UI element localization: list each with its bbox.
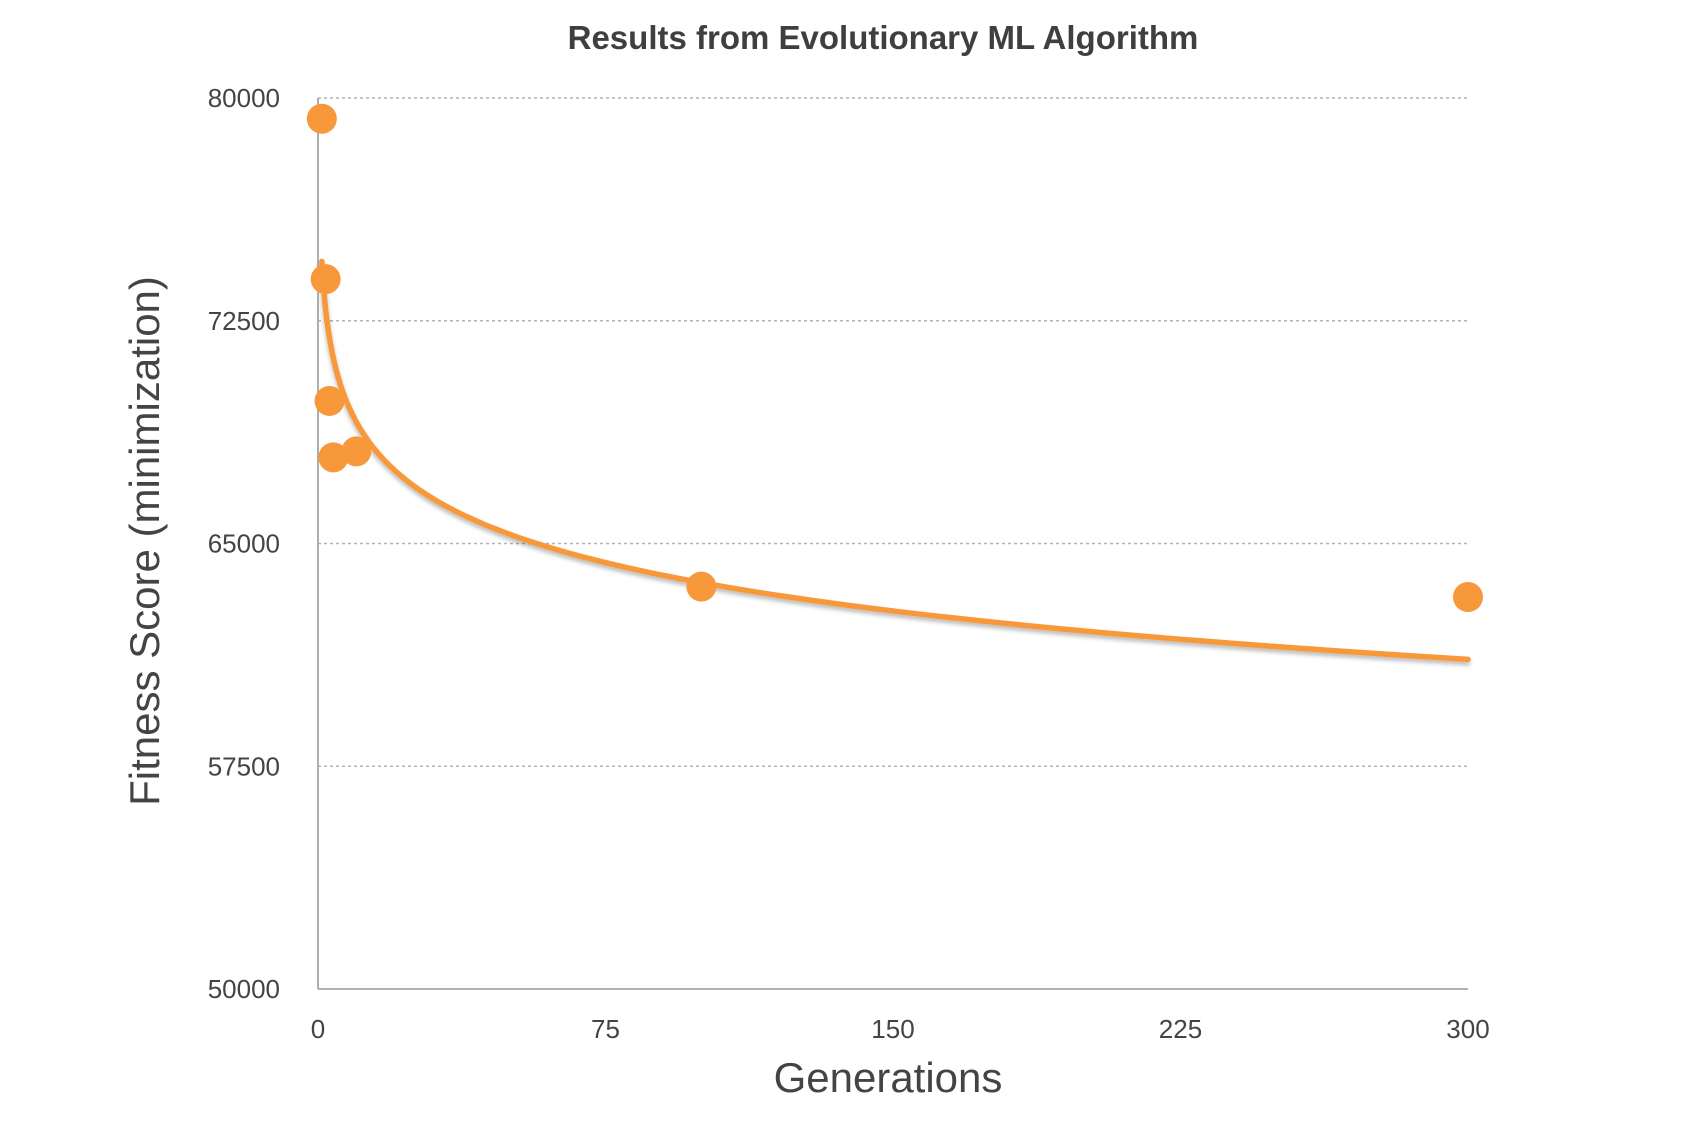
tick-labels: 80000 72500 65000 57500 50000 0 75 150 225 300 (208, 83, 1490, 1044)
x-tick-label: 150 (871, 1014, 914, 1044)
x-axis-title: Generations (774, 1054, 1003, 1101)
data-point (306, 103, 337, 134)
y-tick-label: 50000 (208, 974, 280, 1004)
data-point (1453, 581, 1483, 612)
trendline (319, 258, 1471, 663)
y-tick-label: 65000 (208, 529, 280, 559)
x-tick-label: 225 (1159, 1014, 1202, 1044)
y-tick-label: 72500 (208, 306, 280, 336)
y-axis-title: Fitness Score (minimization) (121, 276, 168, 806)
data-point (341, 436, 372, 467)
axes (317, 98, 1468, 990)
data-point (318, 442, 349, 473)
gridlines (318, 97, 1468, 768)
x-tick-label: 300 (1446, 1014, 1489, 1044)
x-tick-label: 0 (311, 1014, 325, 1044)
data-points (306, 103, 1483, 612)
data-point (314, 385, 345, 416)
y-tick-label: 57500 (208, 751, 280, 781)
trendline-group (319, 258, 1471, 663)
data-point (686, 571, 717, 602)
chart-title: Results from Evolutionary ML Algorithm (568, 19, 1199, 56)
data-point (310, 264, 341, 295)
x-tick-label: 75 (591, 1014, 620, 1044)
y-tick-label: 80000 (208, 83, 280, 113)
